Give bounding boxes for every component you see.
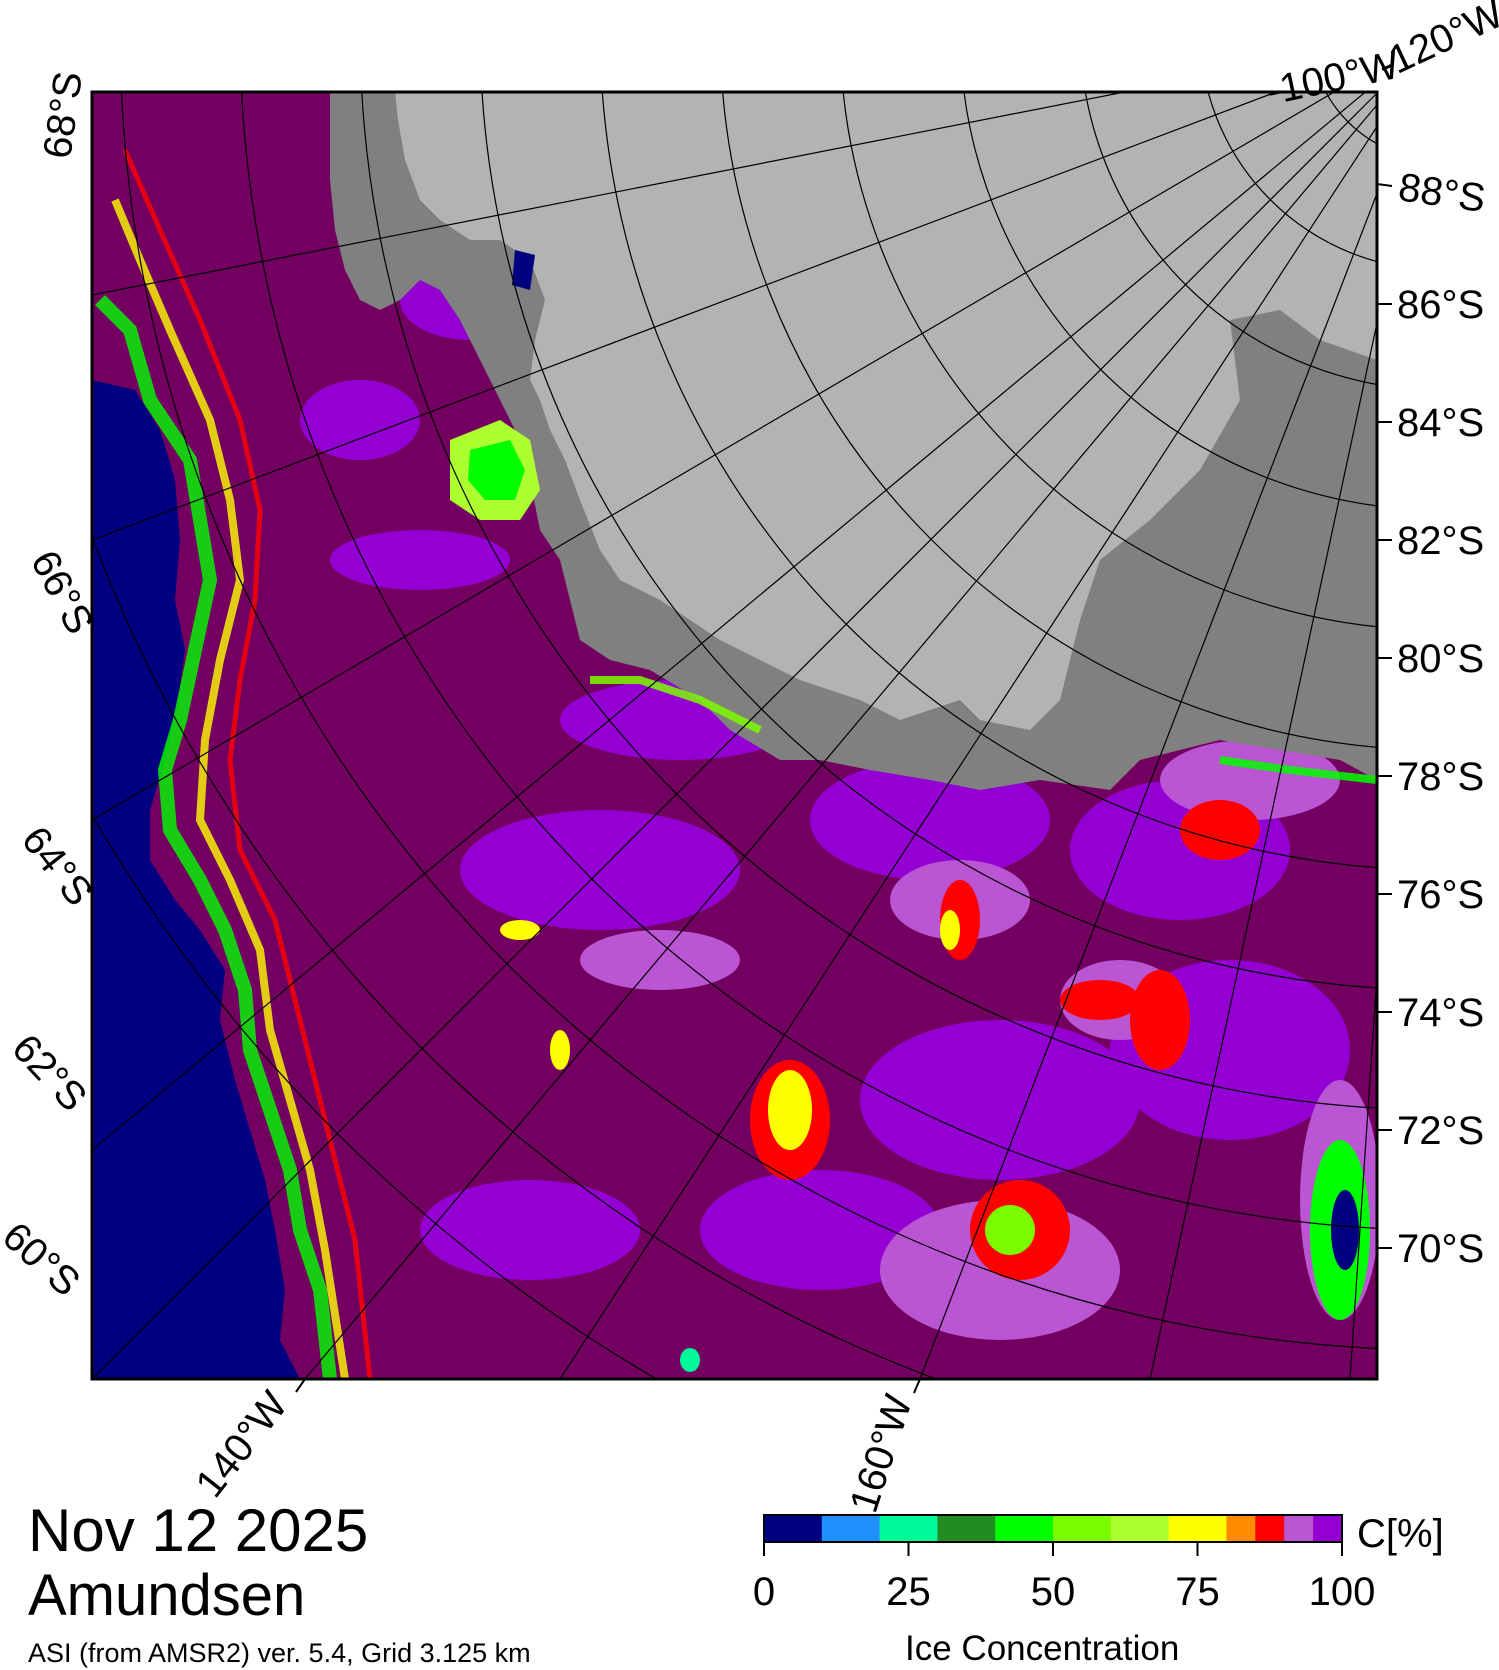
- lon-label-160w: 160°W: [842, 1389, 921, 1517]
- colorbar-step: [1255, 1515, 1285, 1542]
- coastal-ice-fringe-east: [1219, 756, 1377, 784]
- colorbar-step: [1053, 1515, 1112, 1542]
- lat-label-84: 84°S: [1397, 401, 1484, 445]
- colorbar-step: [937, 1515, 996, 1542]
- open-water-region: [92, 380, 300, 1379]
- lat-label-80: 80°S: [1397, 637, 1484, 681]
- colorbar-step: [1313, 1515, 1343, 1542]
- lat-label-62: 62°S: [3, 1026, 95, 1120]
- colorbar-ticks: [763, 1542, 1343, 1556]
- legend-tick-75: 75: [1175, 1570, 1220, 1614]
- colorbar-step: [1284, 1515, 1314, 1542]
- right-latitude-labels: 88°S 86°S 84°S 82°S 80°S 78°S 76°S 74°S …: [1396, 165, 1488, 1271]
- lat-label-82: 82°S: [1397, 519, 1484, 563]
- product-note: ASI (from AMSR2) ver. 5.4, Grid 3.125 km: [28, 1638, 531, 1668]
- legend-tick-25: 25: [886, 1570, 931, 1614]
- lat-label-76: 76°S: [1397, 873, 1484, 917]
- lat-label-64: 64°S: [13, 818, 101, 914]
- right-lat-ticks: [1376, 183, 1393, 1249]
- left-latitude-labels: 68°S 66°S 64°S 62°S 60°S: [0, 69, 102, 1305]
- antarctic-land: [395, 92, 1377, 730]
- colorbar-step: [1168, 1515, 1227, 1542]
- marginal-ice-zone-left-red: [122, 148, 373, 1379]
- lat-label-60: 60°S: [0, 1214, 88, 1305]
- colorbar-step: [995, 1515, 1054, 1542]
- colorbar: [764, 1515, 1343, 1542]
- map-area: [92, 92, 1377, 1379]
- lon-ticks: [295, 1378, 921, 1394]
- region-title: Amundsen: [28, 1563, 306, 1628]
- colorbar-step: [764, 1515, 823, 1542]
- lat-label-86: 86°S: [1397, 283, 1484, 327]
- lat-label-88: 88°S: [1396, 165, 1488, 221]
- coastal-ice-fringe: [590, 676, 762, 734]
- colorbar-step: [1226, 1515, 1256, 1542]
- coastal-open-water: [512, 250, 535, 290]
- lat-label-66: 66°S: [22, 544, 102, 642]
- date-title: Nov 12 2025: [28, 1497, 369, 1564]
- lon-label-140w: 140°W: [187, 1383, 296, 1505]
- coastal-polynya-green: [468, 440, 525, 500]
- lat-label-78: 78°S: [1397, 755, 1484, 799]
- map-frame: [90, 90, 1379, 1381]
- colorbar-step: [879, 1515, 938, 1542]
- marginal-ice-zone-left: [95, 295, 337, 1379]
- legend-unit: C[%]: [1357, 1512, 1444, 1556]
- lat-label-74: 74°S: [1397, 991, 1484, 1035]
- lat-label-70: 70°S: [1397, 1227, 1484, 1271]
- lat-label-72: 72°S: [1397, 1109, 1484, 1153]
- lon-label-120w: -120°W: [1370, 0, 1499, 88]
- legend-tick-0: 0: [752, 1570, 776, 1614]
- legend-tick-100: 100: [1308, 1570, 1376, 1614]
- colorbar-step: [1110, 1515, 1170, 1542]
- legend-title: Ice Concentration: [905, 1629, 1180, 1668]
- graticule: [92, 92, 1377, 1379]
- legend-tick-50: 50: [1030, 1570, 1076, 1614]
- colorbar-step: [821, 1515, 881, 1542]
- marginal-ice-zone-left-yellow: [111, 198, 349, 1379]
- lat-label-68: 68°S: [35, 69, 91, 161]
